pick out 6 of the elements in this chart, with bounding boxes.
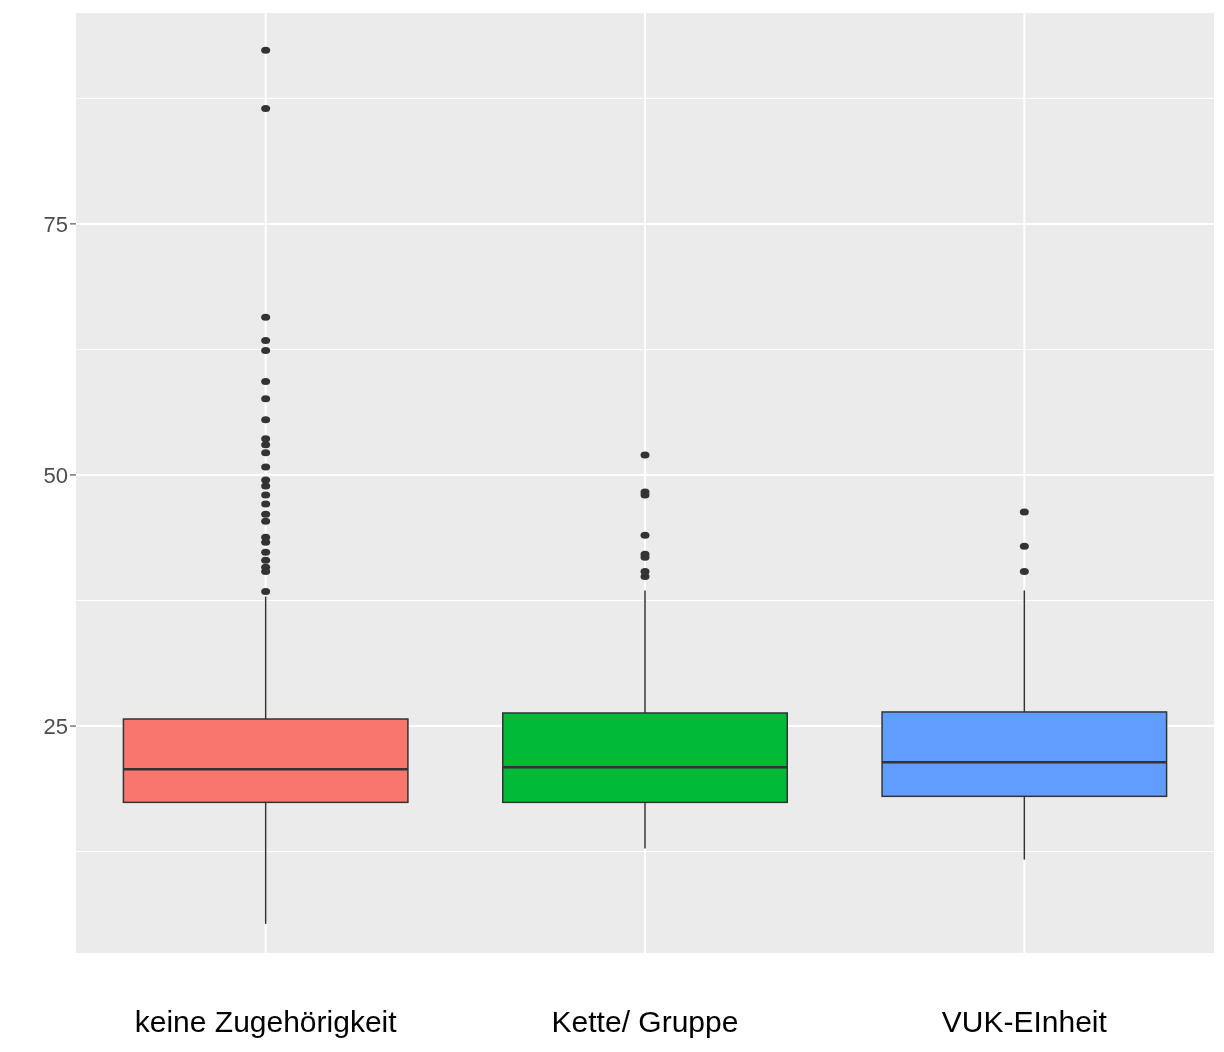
x-tick-label: VUK-EInheit: [941, 1005, 1108, 1039]
y-tick-label: 25: [43, 713, 68, 739]
y-tick-label: 50: [43, 462, 68, 488]
y-tick-label: 75: [43, 211, 68, 237]
x-tick-label: Kette/ Gruppe: [551, 1005, 739, 1039]
x-tick-label: keine Zugehörigkeit: [134, 1005, 398, 1039]
